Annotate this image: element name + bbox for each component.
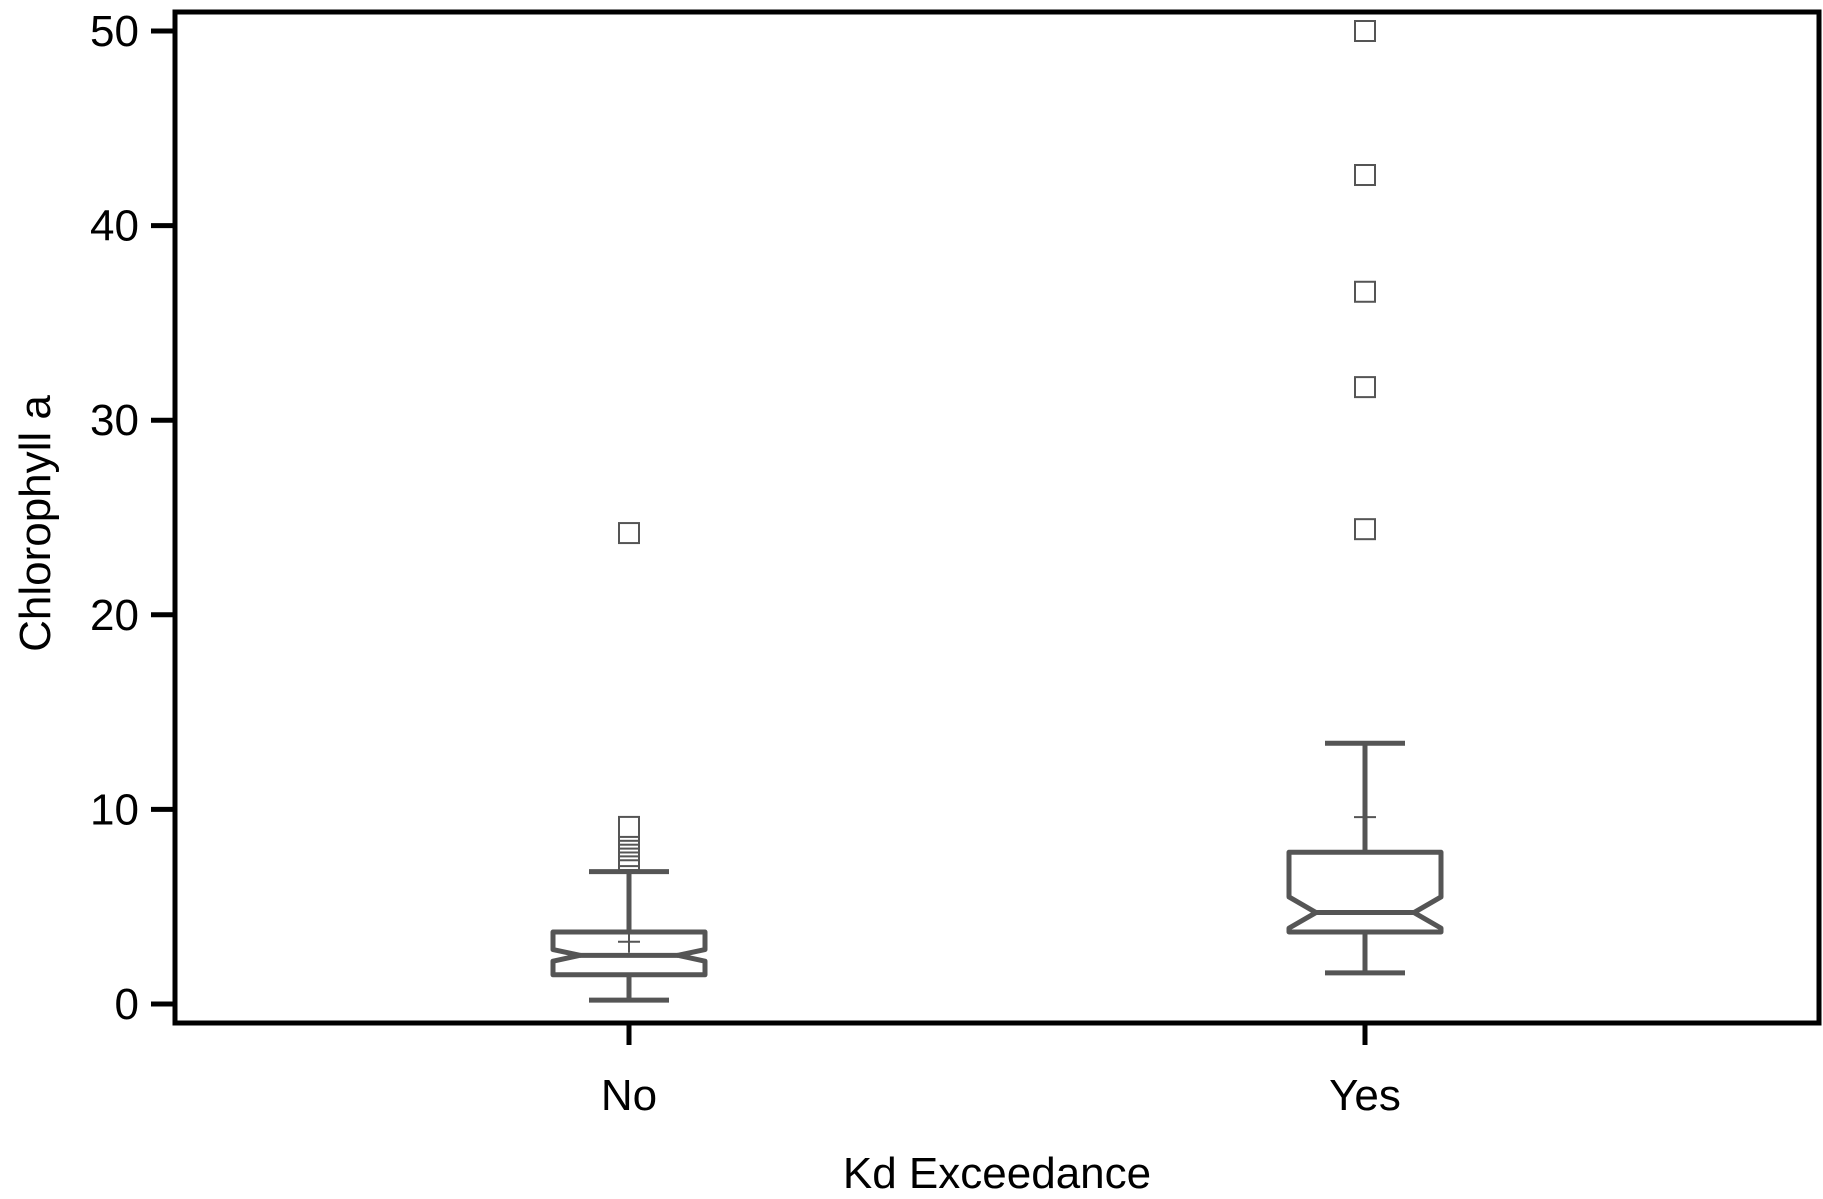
box-body (550, 929, 708, 978)
y-tick-label: 30 (90, 396, 139, 445)
x-tick-label: No (601, 1071, 657, 1120)
outlier-point (618, 522, 640, 545)
x-tick-label: Yes (1329, 1071, 1401, 1120)
outlier-point (1354, 376, 1376, 399)
outlier-point (1354, 280, 1376, 303)
outlier-point (1354, 164, 1376, 187)
y-tick-label: 40 (90, 202, 139, 251)
outlier-point (1354, 518, 1376, 541)
y-axis-title: Chlorophyll a (11, 395, 60, 652)
plot-layer: 0 10 20 30 40 50 No Yes (90, 7, 1822, 1120)
y-tick-label: 50 (90, 7, 139, 56)
y-tick-label: 20 (90, 591, 139, 640)
outlier-point (1354, 20, 1376, 42)
y-tick-label: 0 (115, 980, 139, 1029)
y-tick-label: 10 (90, 785, 139, 834)
x-axis-title: Kd Exceedance (843, 1149, 1151, 1198)
box-body (1286, 849, 1444, 935)
plot-frame (172, 9, 1822, 1026)
outlier-point (618, 815, 640, 838)
